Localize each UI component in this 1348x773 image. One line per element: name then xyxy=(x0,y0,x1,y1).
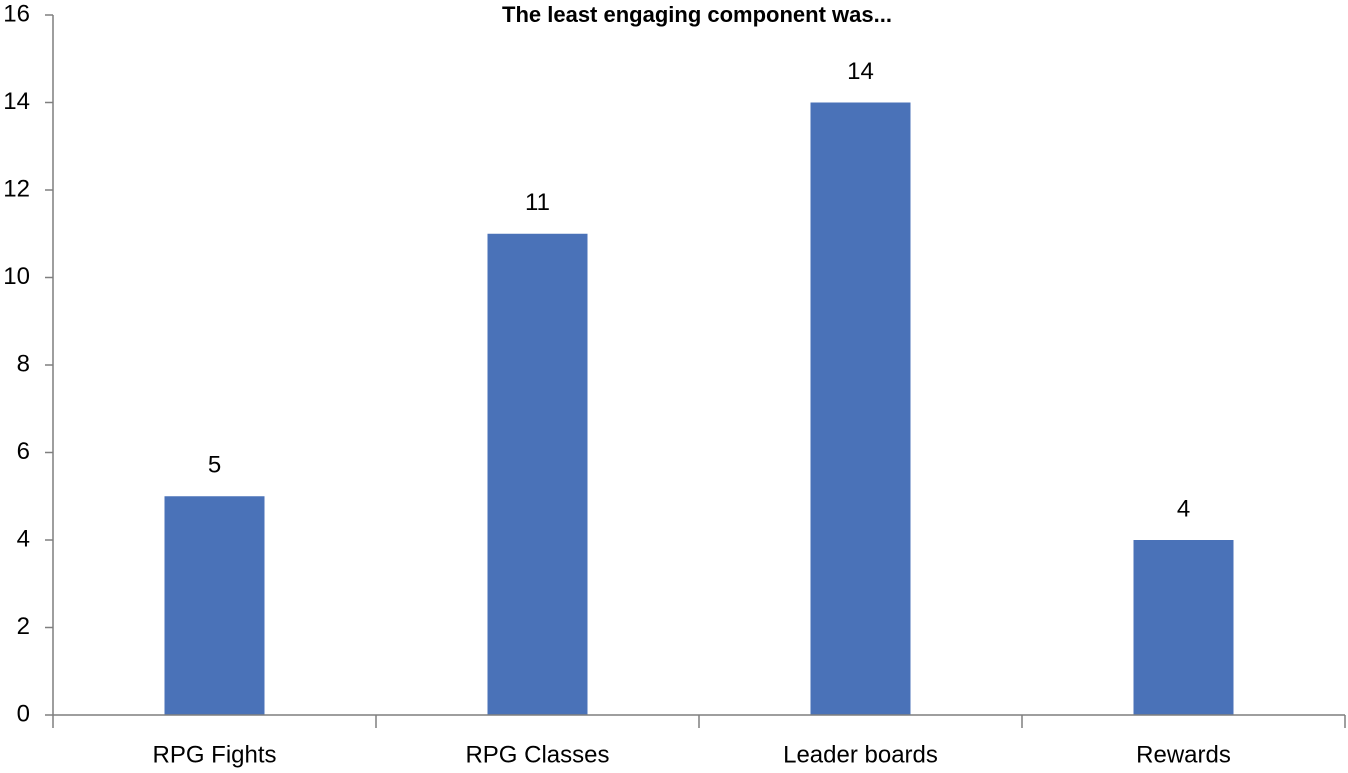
y-tick-label: 4 xyxy=(17,525,30,552)
y-tick-label: 16 xyxy=(3,0,30,27)
data-label: 5 xyxy=(208,452,221,479)
y-tick-label: 2 xyxy=(17,613,30,640)
bar xyxy=(487,233,588,715)
y-tick-label: 14 xyxy=(3,88,30,115)
x-tick-label: Leader boards xyxy=(783,741,938,768)
y-tick-label: 12 xyxy=(3,175,30,202)
data-label: 14 xyxy=(847,58,874,85)
x-tick-label: Rewards xyxy=(1136,741,1231,768)
bar xyxy=(810,102,911,715)
y-tick-label: 10 xyxy=(3,263,30,290)
bar xyxy=(164,496,265,715)
data-label: 4 xyxy=(1177,495,1190,522)
x-tick-label: RPG Classes xyxy=(465,741,609,768)
chart-title: The least engaging component was... xyxy=(502,2,892,27)
x-tick-label: RPG Fights xyxy=(152,741,276,768)
y-tick-label: 6 xyxy=(17,438,30,465)
y-tick-label: 0 xyxy=(17,700,30,727)
bar xyxy=(1133,540,1234,715)
data-label: 11 xyxy=(525,189,550,216)
y-tick-label: 8 xyxy=(17,350,30,377)
